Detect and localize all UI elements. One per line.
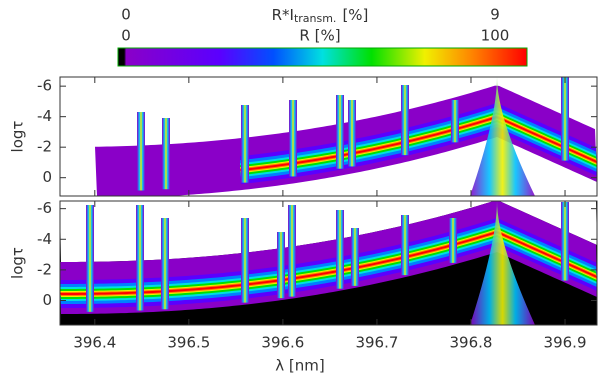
line-core bbox=[348, 100, 356, 167]
line-core bbox=[86, 205, 94, 312]
heatmap-band bbox=[240, 116, 597, 172]
label-sub: transm. bbox=[294, 12, 337, 25]
x-tick-label: 396.7 bbox=[355, 334, 398, 352]
line-core bbox=[449, 218, 457, 263]
line-core bbox=[336, 210, 344, 289]
line-core bbox=[137, 112, 145, 191]
y-tick-label: -2 bbox=[37, 138, 52, 156]
x-tick-label: 396.4 bbox=[73, 334, 116, 352]
heatmap-band bbox=[60, 201, 597, 262]
line-core bbox=[288, 205, 296, 297]
colorbar-tick-label: 0 bbox=[121, 27, 131, 45]
heatmaps bbox=[59, 76, 598, 326]
y-tick-label: -2 bbox=[37, 260, 52, 278]
panel-frame bbox=[59, 200, 598, 326]
line-core bbox=[241, 218, 249, 303]
y-tick-label: 0 bbox=[42, 291, 52, 309]
line-core bbox=[241, 105, 249, 183]
line-core bbox=[289, 100, 297, 177]
line-core bbox=[161, 218, 169, 310]
colorbar-tick-label: 0 bbox=[121, 6, 131, 24]
y-tick-label: -4 bbox=[37, 107, 52, 125]
x-axis-label: λ [nm] bbox=[275, 357, 324, 375]
label-unit: [%] bbox=[342, 6, 368, 24]
colorbar-tick-label: 9 bbox=[490, 6, 500, 24]
colorbar-bottom-label: R [%] bbox=[299, 27, 340, 45]
panel-frame bbox=[59, 76, 598, 197]
heatmap-band bbox=[60, 227, 597, 299]
line-core bbox=[351, 228, 359, 286]
line-core bbox=[561, 77, 569, 161]
x-tick-label: 396.9 bbox=[544, 334, 587, 352]
x-tick-label: 396.8 bbox=[450, 334, 493, 352]
line-core bbox=[470, 201, 535, 325]
heatmap bbox=[59, 76, 598, 197]
y-tick-label: -4 bbox=[37, 230, 52, 248]
line-core bbox=[451, 100, 459, 143]
line-core bbox=[401, 85, 409, 156]
line-core bbox=[136, 205, 144, 311]
label-main: R*I bbox=[272, 6, 294, 24]
line-core bbox=[401, 215, 409, 276]
line-core bbox=[162, 118, 170, 190]
line-core bbox=[561, 202, 569, 281]
line-core bbox=[277, 232, 285, 299]
colorbar bbox=[117, 47, 528, 67]
y-tick-label: 0 bbox=[42, 168, 52, 186]
colorbar-tick-label: 100 bbox=[481, 27, 510, 45]
line-core bbox=[336, 95, 344, 169]
y-tick-label: -6 bbox=[37, 77, 52, 95]
x-tick-label: 396.6 bbox=[261, 334, 304, 352]
y-tick-label: -6 bbox=[37, 199, 52, 217]
colorbar-top-label: R*Itransm. [%] bbox=[272, 6, 369, 26]
x-tick-label: 396.5 bbox=[167, 334, 210, 352]
y-axis-label: logτ bbox=[9, 121, 27, 153]
heatmap bbox=[59, 200, 598, 326]
line-core bbox=[470, 77, 535, 196]
y-axis-label: logτ bbox=[9, 247, 27, 279]
